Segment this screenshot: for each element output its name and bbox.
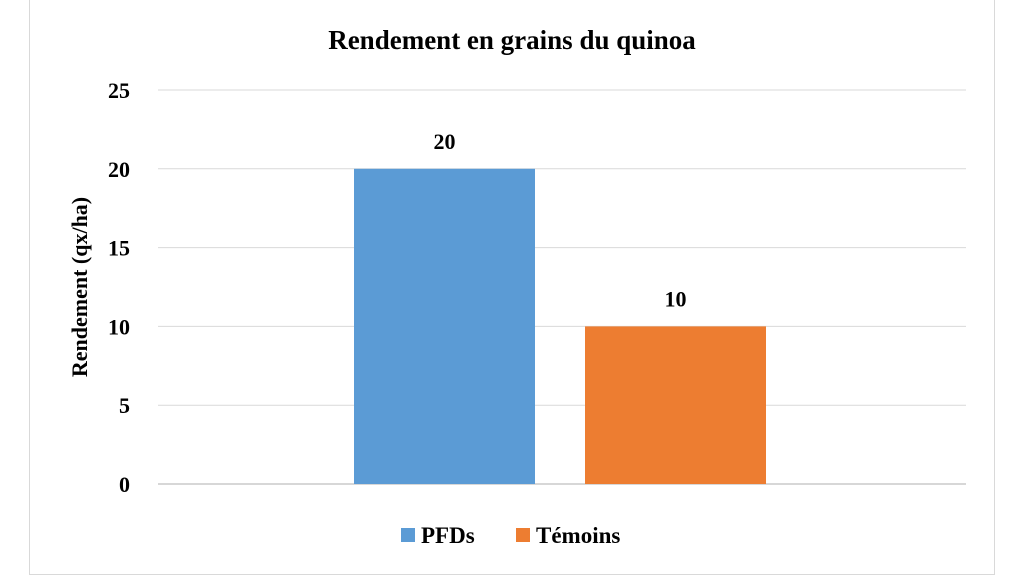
chart-title: Rendement en grains du quinoa — [328, 25, 696, 55]
bar-pfds — [354, 168, 535, 485]
y-tick-label: 0 — [119, 472, 130, 497]
y-tick-label: 5 — [119, 393, 130, 418]
data-label: 10 — [665, 286, 687, 311]
legend-label: PFDs — [421, 523, 475, 548]
gridlines — [158, 89, 966, 485]
bars — [354, 168, 766, 485]
legend: PFDs Témoins — [401, 523, 620, 548]
legend-swatch — [401, 528, 415, 542]
y-axis-label: Rendement (qx/ha) — [67, 197, 92, 377]
legend-label: Témoins — [536, 523, 620, 548]
y-tick-label: 25 — [108, 78, 130, 103]
y-axis-ticks: 0 5 10 15 20 25 — [108, 78, 130, 497]
data-label: 20 — [434, 129, 456, 154]
y-tick-label: 20 — [108, 157, 130, 182]
bar-temoins — [585, 326, 766, 484]
y-tick-label: 10 — [108, 314, 130, 339]
legend-swatch — [516, 528, 530, 542]
y-tick-label: 15 — [108, 236, 130, 261]
